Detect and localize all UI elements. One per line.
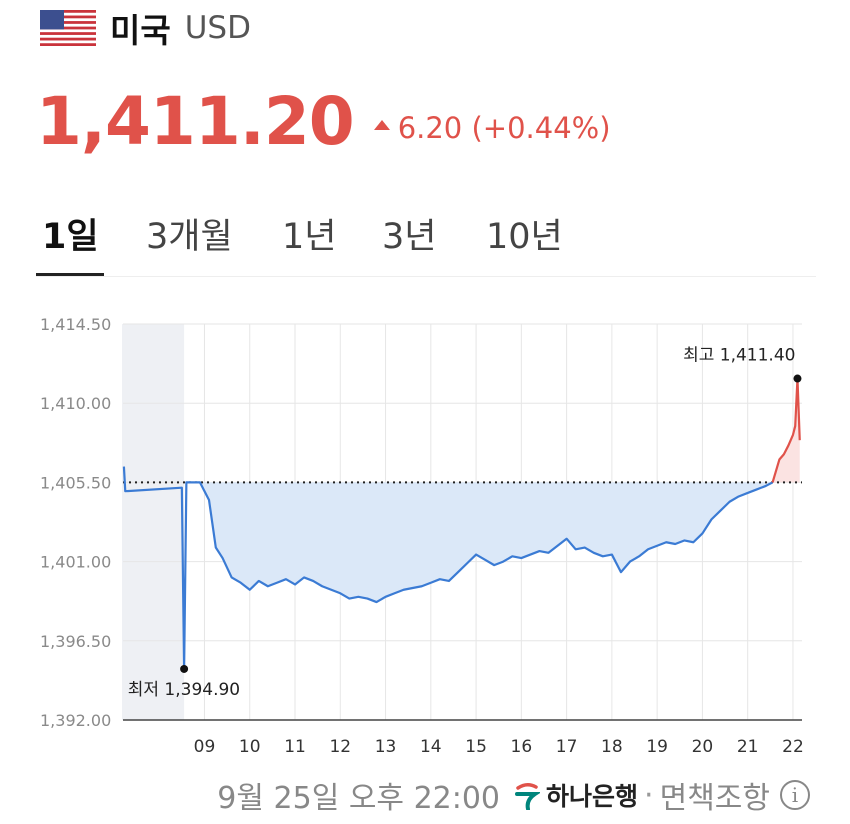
active-tab-indicator <box>36 273 104 276</box>
y-tick-label: 1,392.00 <box>40 711 111 730</box>
bank-name: 하나은행 <box>546 782 639 811</box>
y-tick-label: 1,410.00 <box>40 394 111 413</box>
low-point-label: 최저 1,394.90 <box>128 680 240 700</box>
y-tick-label: 1,401.00 <box>40 553 111 572</box>
period-tabs: 1일 3개월 1년 3년 10년 <box>36 200 816 277</box>
up-arrow-icon <box>373 120 390 130</box>
hana-bank-icon <box>515 783 541 810</box>
x-tick-label: 10 <box>239 737 261 757</box>
price-change: 6.20 (+0.44%) <box>373 111 611 145</box>
country-name: 미국 <box>110 11 171 50</box>
footer: 9월 25일 오후 22:00 하나은행 · 면책조항 i <box>217 772 810 818</box>
y-tick-label: 1,396.50 <box>40 632 111 651</box>
x-tick-label: 20 <box>692 737 714 757</box>
x-tick-label: 16 <box>511 737 533 757</box>
area-fill-below <box>186 482 773 603</box>
tab-3year[interactable]: 3년 <box>382 217 437 257</box>
tab-1day[interactable]: 1일 <box>42 217 99 257</box>
us-flag-icon <box>40 10 96 46</box>
tab-3month[interactable]: 3개월 <box>146 217 233 257</box>
moon-icon <box>161 737 170 755</box>
x-tick-label: 19 <box>646 737 668 757</box>
bank-logo: 하나은행 <box>514 777 638 813</box>
currency-code: USD <box>184 10 251 46</box>
exchange-rate-chart[interactable]: 1,414.50 1,410.00 1,405.50 1,401.00 1,396.50… <box>0 290 850 770</box>
x-tick-label: 21 <box>737 737 759 757</box>
x-tick-label: 09 <box>194 737 216 757</box>
x-tick-label: 14 <box>420 737 442 757</box>
disclaimer-link[interactable]: 면책조항 <box>659 781 770 816</box>
tab-10year[interactable]: 10년 <box>486 217 563 257</box>
separator-dot: · <box>644 777 654 813</box>
night-session-band <box>122 324 185 720</box>
high-point-label: 최고 1,411.40 <box>683 346 795 366</box>
x-tick-label: 11 <box>284 737 306 757</box>
current-price: 1,411.20 <box>36 82 355 160</box>
currency-header: 미국 USD <box>40 6 251 50</box>
update-time: 9월 25일 오후 22:00 <box>217 781 501 816</box>
series-line-below <box>122 466 774 671</box>
high-point-marker <box>793 374 802 383</box>
x-tick-label: 13 <box>375 737 397 757</box>
x-tick-label: 12 <box>329 737 351 757</box>
series-line-above <box>771 377 801 483</box>
x-tick-label: 15 <box>465 737 487 757</box>
info-icon[interactable]: i <box>780 780 810 810</box>
y-tick-label: 1,405.50 <box>40 473 111 492</box>
tab-1year[interactable]: 1년 <box>282 217 337 257</box>
low-point-marker <box>180 664 189 673</box>
x-tick-label: 17 <box>556 737 578 757</box>
x-tick-label: 18 <box>601 737 623 757</box>
quote-row: 1,411.20 6.20 (+0.44%) <box>36 76 611 166</box>
x-tick-label: 22 <box>782 737 804 757</box>
y-tick-label: 1,414.50 <box>40 315 111 334</box>
price-change-text: 6.20 (+0.44%) <box>397 111 611 145</box>
area-fill-above <box>772 378 800 483</box>
